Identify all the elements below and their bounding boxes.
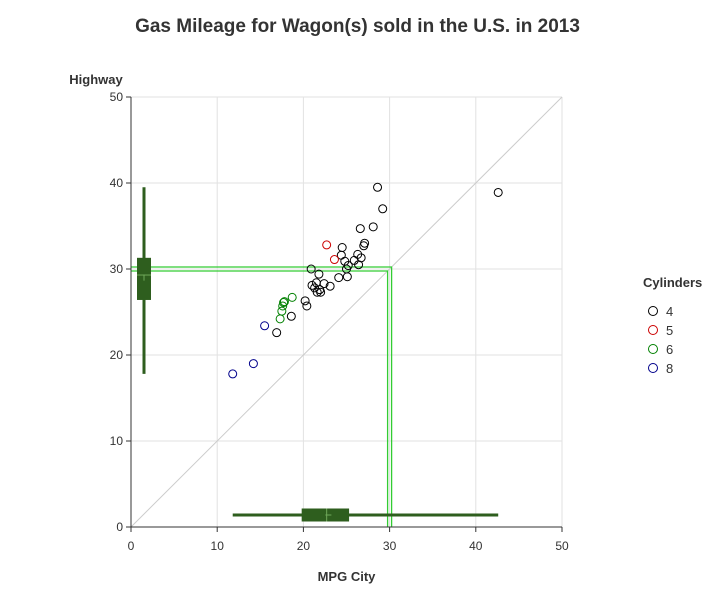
mean-line-outer xyxy=(131,266,393,527)
data-point-cyl-4 xyxy=(355,224,365,234)
data-point-cyl-4 xyxy=(373,182,383,192)
data-point-cyl-4 xyxy=(312,287,322,297)
legend: Cylinders 4 5 6 8 xyxy=(643,275,702,376)
y-tick-label: 50 xyxy=(110,90,124,104)
data-point-cyl-4 xyxy=(306,264,316,274)
data-point-cyl-6 xyxy=(278,301,288,311)
data-point-cyl-4 xyxy=(378,204,388,214)
legend-label-5: 5 xyxy=(666,323,673,338)
data-point-cyl-4 xyxy=(353,249,363,259)
data-point-cyl-4 xyxy=(286,311,296,321)
data-point-cyl-6 xyxy=(279,297,289,307)
mean-lines xyxy=(131,266,393,527)
data-point-cyl-4 xyxy=(325,281,335,291)
data-point-cyl-4 xyxy=(342,272,352,282)
data-point-cyl-4 xyxy=(368,222,378,232)
y-tick-label: 40 xyxy=(110,176,124,190)
data-point-cyl-4 xyxy=(343,261,353,271)
x-tick-label: 10 xyxy=(211,539,225,553)
legend-items: 4 5 6 8 xyxy=(648,304,673,376)
x-boxplot-box xyxy=(301,508,350,522)
x-axis-label: MPG City xyxy=(318,569,377,584)
x-tick-label: 30 xyxy=(383,539,397,553)
legend-marker-6 xyxy=(648,344,658,354)
y-tick-label: 0 xyxy=(116,520,123,534)
data-point-cyl-6 xyxy=(287,292,297,302)
data-points xyxy=(228,182,503,379)
legend-marker-8 xyxy=(648,363,658,373)
x-tick-label: 40 xyxy=(469,539,483,553)
y-ticks: 0 10 20 30 40 50 xyxy=(110,90,131,534)
data-point-cyl-6 xyxy=(279,298,289,308)
data-point-cyl-8 xyxy=(248,359,258,369)
legend-label-6: 6 xyxy=(666,342,673,357)
mean-line-inner xyxy=(131,270,389,527)
y-axis-label: Highway xyxy=(69,72,123,87)
data-point-cyl-4 xyxy=(360,238,370,248)
legend-marker-5 xyxy=(648,325,658,335)
data-point-cyl-4 xyxy=(314,269,324,279)
data-point-cyl-4 xyxy=(337,243,347,252)
chart-title: Gas Mileage for Wagon(s) sold in the U.S… xyxy=(135,16,580,37)
data-point-cyl-4 xyxy=(319,279,329,289)
data-point-cyl-4 xyxy=(300,296,310,306)
data-point-cyl-4 xyxy=(356,253,366,263)
data-point-cyl-5 xyxy=(322,240,332,250)
data-point-cyl-8 xyxy=(260,321,270,331)
data-point-cyl-4 xyxy=(272,328,282,338)
legend-label-8: 8 xyxy=(666,361,673,376)
legend-title: Cylinders xyxy=(643,275,702,290)
data-point-cyl-8 xyxy=(228,369,238,379)
data-point-cyl-4 xyxy=(307,280,317,290)
marginal-boxplots xyxy=(137,187,499,522)
data-point-cyl-6 xyxy=(277,306,287,316)
data-point-cyl-4 xyxy=(334,273,344,283)
x-tick-label: 50 xyxy=(555,539,569,553)
data-point-cyl-6 xyxy=(275,314,285,324)
legend-label-4: 4 xyxy=(666,304,673,319)
y-tick-label: 10 xyxy=(110,434,124,448)
legend-marker-4 xyxy=(648,306,658,316)
data-point-cyl-4 xyxy=(302,301,312,311)
y-tick-label: 30 xyxy=(110,262,124,276)
x-tick-label: 0 xyxy=(128,539,135,553)
y-tick-label: 20 xyxy=(110,348,124,362)
data-point-cyl-4 xyxy=(316,287,326,297)
reference-diagonal-line xyxy=(130,96,563,528)
axes xyxy=(130,97,562,528)
data-point-cyl-4 xyxy=(493,187,503,197)
x-tick-label: 20 xyxy=(297,539,311,553)
data-point-cyl-5 xyxy=(329,255,339,265)
data-point-cyl-4 xyxy=(310,283,320,293)
x-ticks: 0 10 20 30 40 50 xyxy=(128,527,569,553)
